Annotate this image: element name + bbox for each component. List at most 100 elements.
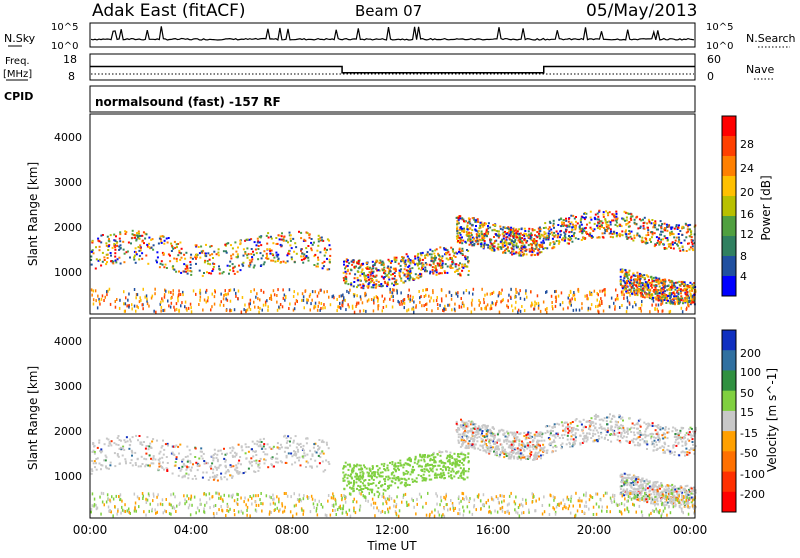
data-cell	[459, 434, 461, 436]
data-cell	[287, 260, 289, 262]
data-cell	[271, 295, 273, 298]
data-cell	[433, 253, 435, 255]
data-cell	[613, 231, 615, 233]
data-cell	[326, 290, 328, 293]
data-cell	[364, 466, 366, 468]
data-cell	[473, 288, 475, 291]
data-cell	[342, 472, 344, 474]
data-cell	[370, 275, 372, 277]
data-cell	[115, 300, 117, 303]
data-cell	[409, 271, 411, 273]
data-cell	[345, 462, 347, 464]
data-cell	[654, 307, 656, 310]
data-cell	[561, 221, 563, 223]
data-cell	[217, 252, 219, 254]
data-cell	[186, 309, 188, 312]
data-cell	[677, 227, 679, 229]
data-cell	[467, 307, 469, 310]
data-cell	[348, 262, 350, 264]
data-cell	[238, 460, 240, 462]
data-cell	[645, 281, 647, 283]
data-cell	[486, 233, 488, 235]
data-cell	[341, 304, 343, 307]
data-cell	[273, 289, 275, 292]
data-cell	[678, 491, 680, 493]
data-cell	[113, 243, 115, 245]
data-cell	[211, 305, 213, 308]
data-cell	[362, 287, 364, 289]
data-cell	[665, 426, 667, 428]
data-cell	[692, 431, 694, 433]
data-cell	[174, 309, 176, 312]
data-cell	[268, 237, 270, 239]
data-cell	[93, 303, 95, 306]
data-cell	[383, 306, 385, 309]
data-cell	[500, 241, 502, 243]
data-cell	[604, 417, 606, 419]
data-cell	[350, 284, 352, 286]
data-cell	[424, 471, 426, 473]
data-cell	[402, 466, 404, 468]
data-cell	[275, 252, 277, 254]
data-cell	[521, 447, 523, 449]
data-cell	[449, 254, 451, 256]
data-cell	[167, 462, 169, 464]
data-cell	[579, 309, 581, 312]
data-cell	[419, 301, 421, 304]
data-cell	[284, 294, 286, 297]
data-cell	[138, 246, 140, 248]
data-cell	[389, 270, 391, 272]
data-cell	[671, 231, 673, 233]
data-cell	[165, 264, 167, 266]
data-cell	[690, 233, 692, 235]
data-cell	[539, 227, 541, 229]
data-cell	[409, 275, 411, 277]
data-cell	[246, 239, 248, 241]
data-cell	[100, 235, 102, 237]
data-cell	[621, 291, 623, 294]
data-cell	[257, 242, 259, 244]
data-cell	[380, 485, 382, 487]
data-cell	[373, 479, 375, 481]
data-cell	[372, 261, 374, 263]
data-cell	[467, 261, 469, 263]
data-cell	[172, 265, 174, 267]
data-cell	[276, 243, 278, 245]
data-cell	[365, 292, 367, 295]
cpid-label: CPID	[4, 90, 33, 103]
data-cell	[212, 468, 214, 470]
data-cell	[551, 232, 553, 234]
data-cell	[316, 250, 318, 252]
data-cell	[440, 267, 442, 269]
data-cell	[422, 454, 424, 456]
data-cell	[679, 432, 681, 434]
data-cell	[214, 449, 216, 451]
data-cell	[461, 306, 463, 309]
data-cell	[660, 279, 662, 281]
data-cell	[353, 490, 355, 492]
data-cell	[301, 259, 303, 261]
data-cell	[598, 222, 600, 224]
data-cell	[321, 302, 323, 305]
data-cell	[475, 225, 477, 227]
data-cell	[263, 438, 265, 440]
data-cell	[501, 289, 503, 292]
data-cell	[516, 231, 518, 233]
data-cell	[413, 301, 415, 304]
data-cell	[225, 250, 227, 252]
data-cell	[572, 421, 574, 423]
data-cell	[460, 424, 462, 426]
data-cell	[230, 257, 232, 259]
data-cell	[310, 302, 312, 305]
data-cell	[293, 295, 295, 298]
data-cell	[479, 304, 481, 307]
data-cell	[351, 264, 353, 266]
data-cell	[406, 253, 408, 255]
data-cell	[159, 238, 161, 240]
data-cell	[451, 298, 453, 301]
data-cell	[504, 245, 506, 247]
data-cell	[186, 266, 188, 268]
data-cell	[297, 292, 299, 295]
data-cell	[183, 271, 185, 273]
data-cell	[512, 229, 514, 231]
